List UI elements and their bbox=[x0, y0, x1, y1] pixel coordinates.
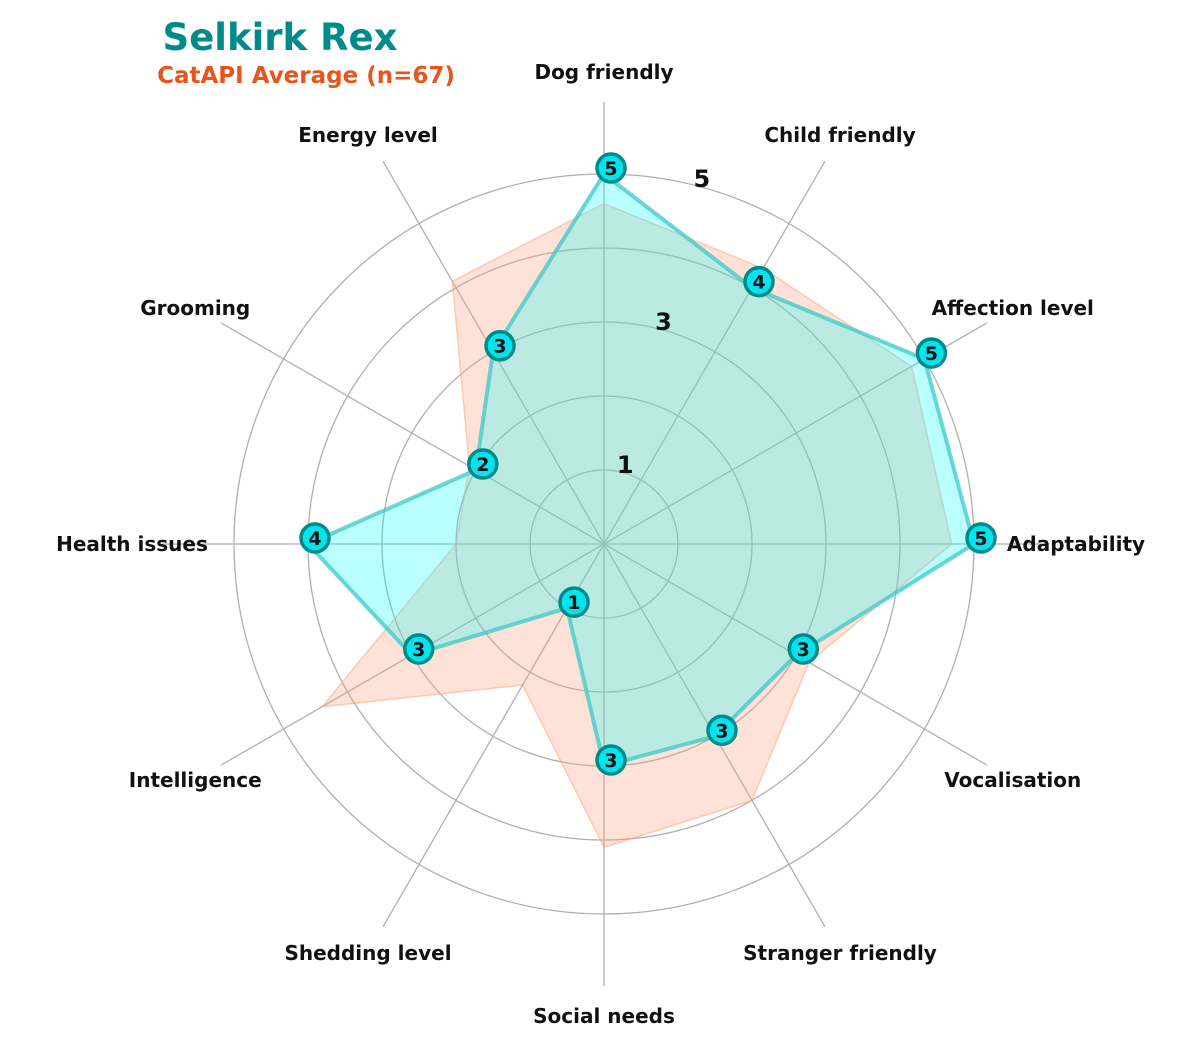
data-label: 4 bbox=[752, 272, 765, 294]
axis-spoke bbox=[220, 322, 605, 545]
axis-label: Stranger friendly bbox=[743, 941, 937, 965]
data-marker bbox=[402, 633, 435, 665]
axis-label: Affection level bbox=[932, 296, 1094, 320]
r-tick-label: 5 bbox=[693, 165, 710, 193]
r-tick-label: 3 bbox=[655, 308, 672, 336]
data-marker bbox=[484, 329, 516, 362]
data-marker bbox=[558, 586, 590, 618]
data-marker bbox=[965, 522, 997, 554]
axis-label: Health issues bbox=[56, 532, 208, 556]
data-label: 3 bbox=[715, 720, 728, 742]
axis-label: Grooming bbox=[140, 296, 250, 320]
data-marker bbox=[915, 337, 948, 369]
axis-label: Intelligence bbox=[129, 768, 262, 792]
data-marker bbox=[467, 448, 499, 480]
data-marker bbox=[787, 633, 820, 665]
r-tick-label: 1 bbox=[617, 451, 634, 479]
data-label: 3 bbox=[604, 750, 617, 772]
chart-subtitle: CatAPI Average (n=67) bbox=[157, 63, 455, 89]
data-marker bbox=[299, 522, 331, 554]
data-marker bbox=[743, 265, 775, 298]
data-label: 3 bbox=[412, 639, 425, 661]
axis-label: Vocalisation bbox=[944, 768, 1081, 792]
axis-label: Dog friendly bbox=[534, 60, 673, 84]
data-label: 5 bbox=[925, 343, 938, 365]
data-marker bbox=[595, 152, 627, 184]
data-label: 5 bbox=[604, 158, 617, 180]
data-label: 4 bbox=[308, 528, 321, 550]
axis-label: Adaptability bbox=[1007, 532, 1145, 556]
data-label: 3 bbox=[797, 639, 810, 661]
data-label: 2 bbox=[476, 454, 489, 476]
data-marker bbox=[706, 714, 738, 747]
axis-label: Energy level bbox=[298, 123, 438, 147]
data-label: 5 bbox=[974, 528, 987, 550]
axis-label: Child friendly bbox=[764, 123, 915, 147]
data-label: 1 bbox=[567, 592, 580, 614]
axis-spoke bbox=[603, 160, 826, 545]
axis-label: Social needs bbox=[533, 1004, 675, 1028]
chart-title: Selkirk Rex bbox=[162, 16, 398, 59]
axis-label: Shedding level bbox=[284, 941, 451, 965]
data-marker bbox=[595, 744, 627, 776]
data-label: 3 bbox=[493, 336, 506, 358]
